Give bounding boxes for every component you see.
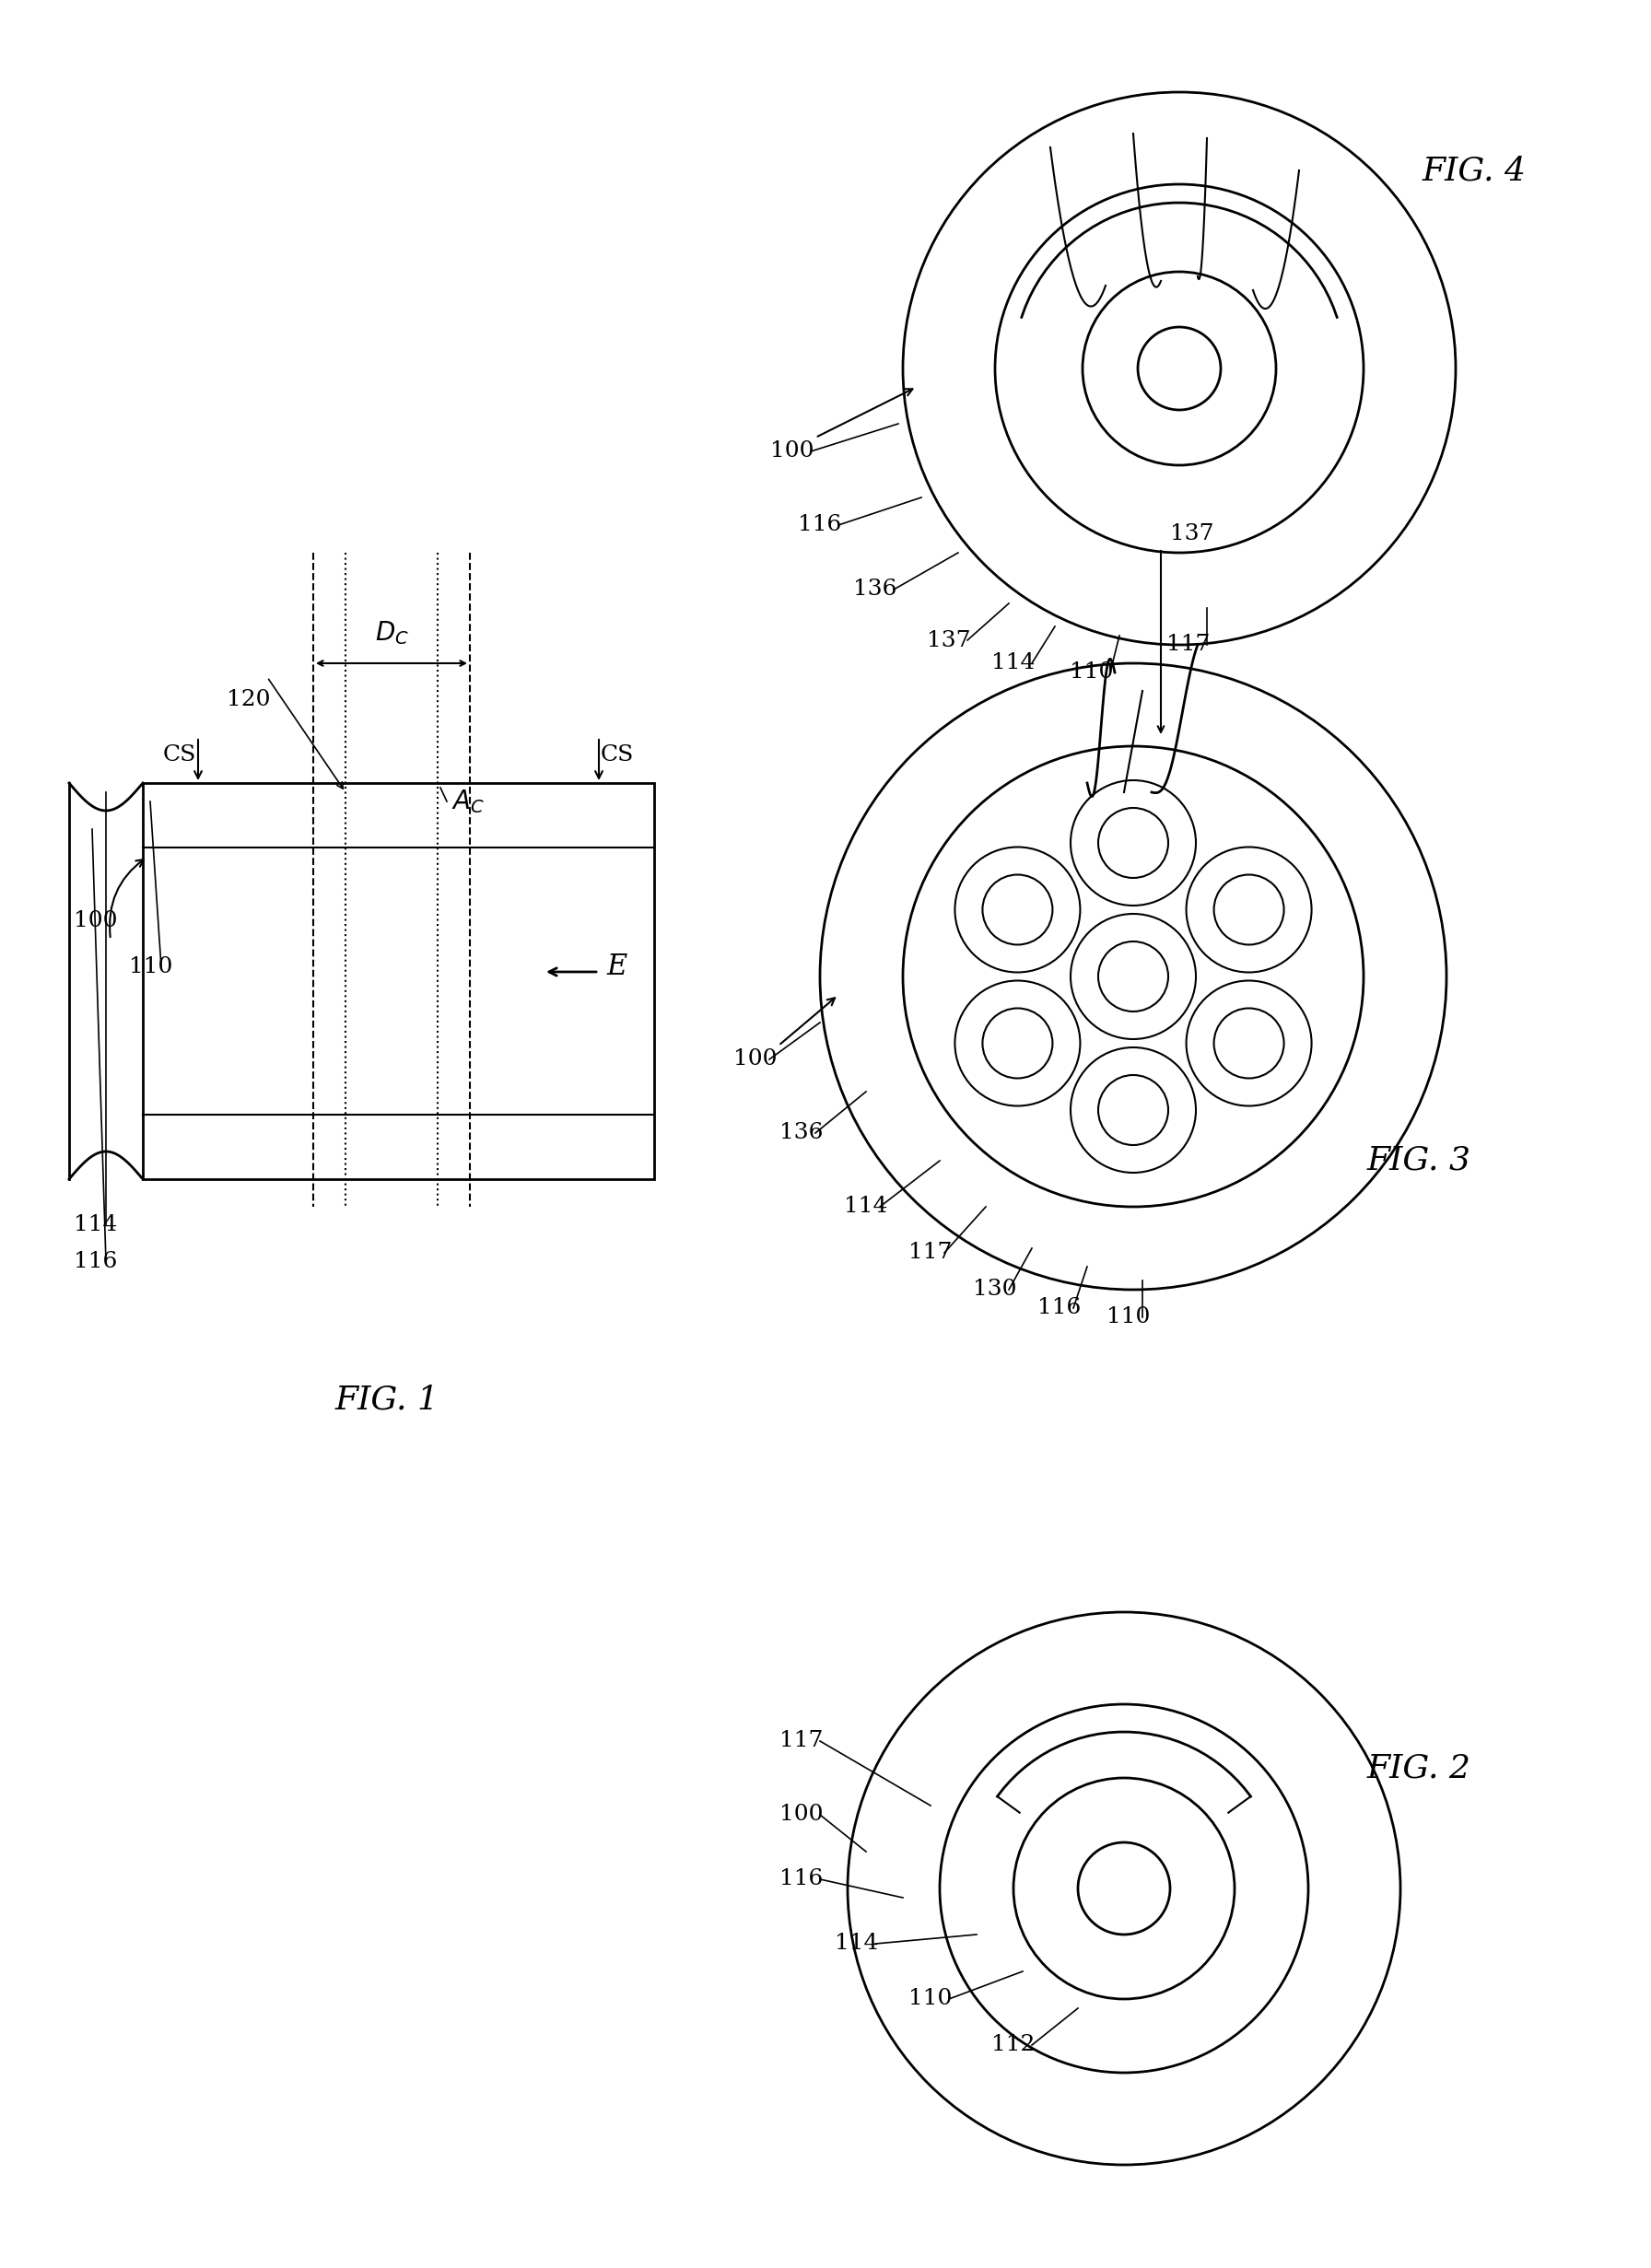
Text: 110: 110: [908, 1989, 953, 2009]
Text: FIG. 4: FIG. 4: [1422, 154, 1526, 186]
Bar: [142, 782, 654, 1179]
Text: 136: 136: [779, 1123, 824, 1143]
Text: 117: 117: [1167, 635, 1210, 655]
Text: $D_C$: $D_C$: [375, 619, 408, 646]
Text: 112: 112: [992, 2034, 1035, 2055]
Text: FIG. 1: FIG. 1: [335, 1383, 439, 1415]
Text: 116: 116: [74, 1252, 117, 1272]
Text: 117: 117: [908, 1243, 953, 1263]
Text: 130: 130: [972, 1279, 1017, 1300]
Text: E: E: [606, 953, 627, 982]
Text: 100: 100: [779, 1803, 824, 1826]
Text: $A_C$: $A_C$: [451, 787, 485, 814]
Text: CS: CS: [163, 744, 196, 767]
Text: 100: 100: [74, 912, 117, 932]
Text: 116: 116: [797, 515, 842, 535]
Text: CS: CS: [601, 744, 634, 767]
Text: 114: 114: [835, 1932, 878, 1955]
Text: 100: 100: [771, 440, 814, 463]
Text: 137: 137: [1171, 524, 1213, 544]
Text: 116: 116: [779, 1869, 824, 1889]
Text: 100: 100: [733, 1048, 778, 1070]
Text: 110: 110: [1070, 662, 1113, 683]
Text: 116: 116: [1038, 1297, 1081, 1318]
Text: 114: 114: [992, 653, 1035, 674]
Text: 120: 120: [226, 689, 271, 710]
Text: 110: 110: [1106, 1306, 1151, 1327]
Text: 114: 114: [74, 1216, 117, 1236]
Text: FIG. 2: FIG. 2: [1367, 1753, 1471, 1785]
Text: 136: 136: [854, 578, 896, 601]
Text: FIG. 3: FIG. 3: [1367, 1145, 1471, 1177]
Text: 114: 114: [844, 1195, 888, 1218]
Text: 137: 137: [928, 631, 971, 651]
Text: 117: 117: [779, 1730, 824, 1751]
Text: 110: 110: [129, 957, 173, 978]
